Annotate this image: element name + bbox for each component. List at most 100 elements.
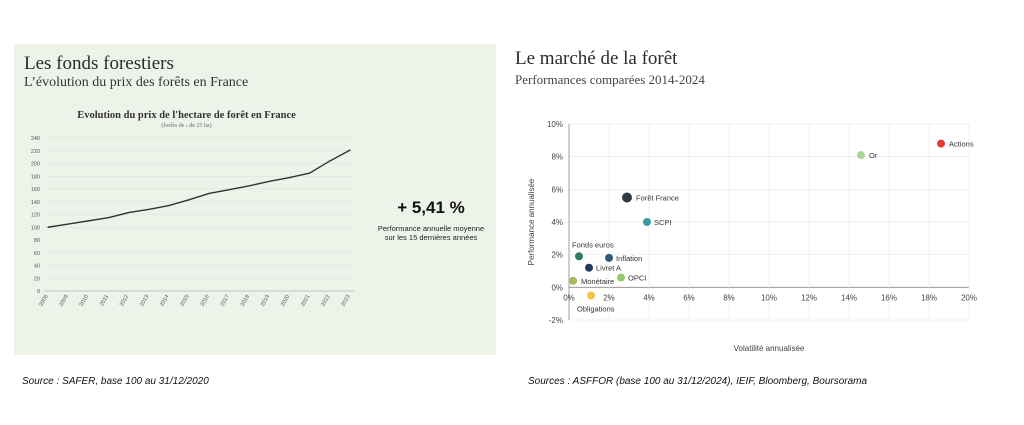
point-label: SCPI [654, 218, 672, 227]
scatter-point [587, 291, 595, 300]
scatter-chart: -2% 0% 2% 4% 6% 8% 10% 0% 2% 4% 6% 8% 10% 12% 14% 16% 18… [527, 120, 977, 353]
series-point [47, 226, 49, 228]
x-tick-label: 6% [683, 293, 695, 302]
y-axis-title: Performance annualisée [527, 178, 536, 265]
point-label: Livret A [596, 264, 621, 273]
x-tick-label: 2014 [159, 294, 170, 308]
left-panel-subtitle: L’évolution du prix des forêts en France [24, 75, 249, 90]
y-tick-label: 200 [31, 162, 40, 168]
y-tick-label: 4% [551, 218, 563, 227]
series-point [248, 185, 250, 187]
x-tick-label: 2019 [260, 294, 271, 308]
scatter-point [643, 218, 651, 226]
right-panel-title: Le marché de la forêt [515, 48, 678, 69]
x-tick-label: 20% [961, 293, 977, 302]
y-tick-label: 0 [37, 289, 40, 295]
right-source: Sources : ASFFOR (base 100 au 31/12/2024… [528, 376, 868, 387]
x-tick-label: 2013 [139, 294, 150, 308]
scatter-point [617, 273, 625, 282]
x-tick-label: 2021 [300, 294, 311, 308]
x-tick-label: 12% [801, 293, 817, 302]
scatter-point [857, 151, 865, 160]
x-tick-label: 2008 [38, 294, 49, 308]
x-tick-label: 0% [563, 293, 575, 302]
series-point [289, 176, 291, 179]
y-tick-label: 8% [551, 153, 563, 162]
x-tick-label: 2012 [119, 294, 130, 308]
average-performance-label: Performance annuelle moyenne sur les 15 … [370, 224, 492, 242]
point-label: Monétaire [581, 277, 614, 286]
point-label: Inflation [616, 254, 642, 263]
x-tick-label: 2009 [59, 294, 70, 308]
series-point [148, 208, 150, 210]
y-tick-label: 180 [31, 174, 40, 180]
x-tick-label: 10% [761, 293, 777, 302]
x-tick-label: 2015 [179, 294, 190, 308]
average-performance-label-line1: Performance annuelle moyenne [377, 224, 485, 233]
y-tick-label: 60 [34, 251, 40, 257]
x-tick-label: 4% [643, 293, 655, 302]
average-performance-value: + 5,41 % [397, 198, 465, 217]
series-point [268, 180, 271, 182]
y-tick-label: 160 [31, 187, 40, 193]
x-tick-label: 14% [841, 293, 857, 302]
point-label: Fonds euros [572, 240, 614, 249]
y-tick-label: 40 [34, 264, 40, 270]
scatter-point [569, 276, 577, 285]
series-point [329, 160, 331, 162]
scatter-point [937, 139, 945, 148]
x-tick-label: 2% [603, 293, 615, 302]
line-chart: 0 20 40 60 80 100 120 140 160 180 200 220 240 2008 200… [31, 136, 354, 308]
x-tick-label: 2022 [320, 294, 331, 308]
left-source: Source : SAFER, base 100 au 31/12/2020 [22, 376, 209, 387]
x-tick-label: 16% [881, 293, 897, 302]
scatter-point [575, 252, 583, 261]
y-tick-label: 10% [547, 120, 563, 129]
y-tick-label: 80 [34, 238, 40, 244]
series-point [349, 149, 351, 151]
y-tick-label: 20 [34, 276, 40, 282]
left-panel: Les fonds forestiers L’évolution du prix… [14, 44, 496, 355]
point-label: Obligations [577, 305, 615, 314]
series-point [188, 199, 190, 201]
x-tick-label: 2011 [99, 294, 110, 307]
x-axis-title: Volatilité annualisée [734, 344, 805, 353]
x-tick-label: 2017 [220, 294, 231, 308]
point-label: Forêt France [636, 194, 679, 203]
point-label: OPCI [628, 274, 646, 283]
y-tick-label: 6% [551, 185, 563, 194]
series-point [107, 217, 109, 219]
x-tick-label: 2023 [340, 294, 351, 308]
scatter-point [605, 253, 613, 262]
scatter-point [622, 192, 632, 203]
x-tick-label: 2010 [79, 294, 90, 308]
scatter-point [585, 263, 593, 272]
y-tick-label: 220 [31, 149, 40, 155]
series-point [67, 223, 69, 225]
point-label: Or [869, 151, 878, 160]
x-tick-label: 2016 [199, 294, 210, 308]
series-point [228, 189, 230, 191]
series-point [168, 204, 170, 207]
y-tick-label: 240 [31, 136, 40, 142]
line-chart-title: Evolution du prix de l'hectare de forêt … [77, 110, 296, 121]
x-tick-label: 2018 [240, 294, 251, 308]
y-tick-label: 2% [551, 251, 563, 260]
series-point [127, 211, 130, 214]
y-tick-label: 0% [551, 283, 563, 292]
series-line [47, 149, 351, 228]
y-tick-label: 140 [31, 200, 40, 206]
y-tick-label: -2% [549, 316, 563, 325]
series-point [208, 192, 210, 195]
point-label: Actions [949, 140, 974, 149]
left-panel-title: Les fonds forestiers [24, 53, 174, 74]
y-tick-label: 100 [31, 225, 40, 231]
right-panel-subtitle: Performances comparées 2014-2024 [515, 72, 705, 87]
y-tick-label: 120 [31, 213, 40, 219]
series-point [87, 220, 89, 222]
line-chart-subtitle: (forêts de › de 25 ha) [161, 123, 212, 129]
series-point [309, 172, 311, 174]
x-tick-label: 18% [921, 293, 937, 302]
x-tick-label: 2020 [280, 294, 291, 308]
average-performance-label-line2: sur les 15 dernières années [384, 233, 478, 242]
